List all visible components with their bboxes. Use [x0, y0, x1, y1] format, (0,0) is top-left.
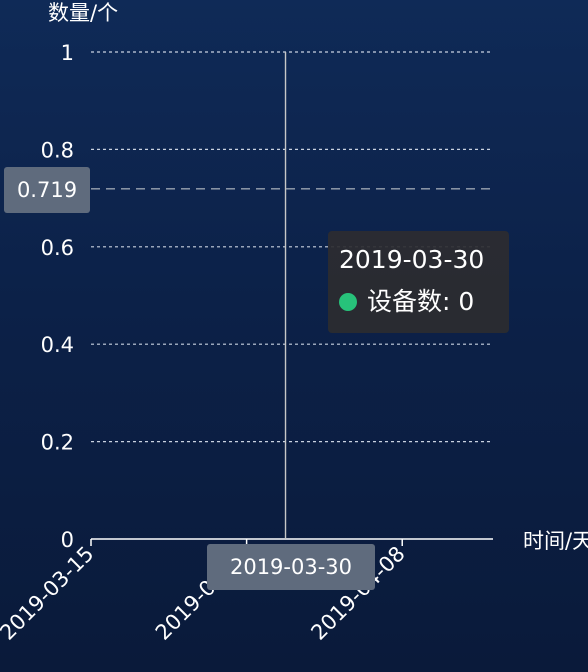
- tooltip-row: 设备数 : 0: [339, 285, 509, 319]
- y-tick-label: 0.8: [41, 138, 74, 162]
- x-axis-pointer-label: 2019-03-30: [207, 544, 375, 590]
- x-axis-title: 时间/天: [523, 529, 588, 553]
- tooltip-value: 0: [458, 287, 475, 316]
- y-axis-title: 数量/个: [48, 1, 118, 25]
- y-tick-label: 0.2: [41, 431, 74, 455]
- tooltip-series-name: 设备数: [367, 287, 443, 316]
- y-axis-pointer-label: 0.719: [4, 167, 90, 213]
- y-tick-label: 0.4: [41, 333, 74, 357]
- y-tick-label: 1: [61, 41, 74, 65]
- tooltip-separator: :: [442, 287, 459, 316]
- y-tick-label: 0: [61, 528, 74, 552]
- series-color-dot: [339, 293, 357, 311]
- x-tick-label: 2019-03-15: [0, 542, 99, 645]
- y-tick-label: 0.6: [41, 236, 74, 260]
- tooltip: 2019-03-30 设备数 : 0: [328, 231, 509, 333]
- tooltip-title: 2019-03-30: [339, 245, 485, 274]
